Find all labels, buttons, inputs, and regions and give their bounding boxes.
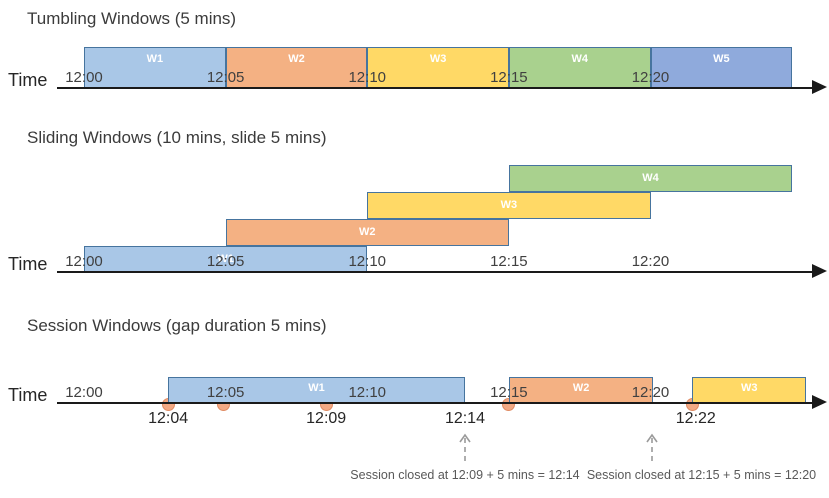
- window-label-tumbling-w2: W2: [288, 53, 305, 65]
- tick-label-sliding: 12:00: [65, 253, 103, 270]
- tumbling-axis-arrow-icon: [812, 80, 827, 94]
- session-closed-annotation-1: Session closed at 12:09 + 5 mins = 12:14: [350, 468, 580, 482]
- window-label-tumbling-w5: W5: [713, 53, 730, 65]
- tumbling-window-w1: [84, 47, 226, 88]
- tumbling-window-w2: [225, 47, 368, 88]
- sliding-axis: [57, 271, 812, 273]
- tick-label-sliding: 12:15: [490, 253, 528, 270]
- window-label-tumbling-w1: W1: [146, 53, 164, 65]
- tick-label-session: 12:20: [631, 384, 670, 401]
- tick-label-tumbling: 12:15: [490, 69, 528, 86]
- event-time-label: 12:04: [148, 410, 189, 427]
- tumbling-window-w5: [650, 47, 793, 88]
- window-label-tumbling-w4: W4: [571, 53, 588, 65]
- window-label-session-w2: W2: [572, 382, 590, 394]
- window-label-sliding-w2: W2: [359, 226, 376, 238]
- axis-label-tumbling: Time: [8, 70, 48, 90]
- event-time-label: 12:09: [306, 410, 347, 427]
- event-time-label: 12:22: [675, 410, 716, 427]
- section-title-sliding: Sliding Windows (10 mins, slide 5 mins): [27, 128, 327, 147]
- tick-label-tumbling: 12:05: [206, 69, 245, 86]
- tumbling-axis: [57, 87, 812, 89]
- tumbling-window-w3: [367, 47, 509, 88]
- tick-label-sliding: 12:10: [348, 253, 387, 270]
- session-axis: [57, 402, 812, 404]
- session-axis-arrow-icon: [812, 395, 827, 409]
- tick-label-sliding: 12:20: [631, 253, 670, 270]
- tick-label-tumbling: 12:20: [631, 69, 670, 86]
- annotation-arrow-icon: [645, 431, 659, 463]
- axis-label-sliding: Time: [8, 254, 48, 274]
- sliding-window-w4: [508, 165, 793, 192]
- axis-label-session: Time: [8, 385, 48, 405]
- window-label-sliding-w3: W3: [500, 199, 518, 211]
- window-label-session-w1: W1: [308, 382, 325, 394]
- tumbling-window-w4: [508, 47, 651, 88]
- tick-label-session: 12:15: [490, 384, 528, 401]
- window-label-sliding-w4: W4: [642, 172, 659, 184]
- tick-label-tumbling: 12:10: [348, 69, 387, 86]
- session-window-w3: [692, 377, 807, 403]
- sliding-axis-arrow-icon: [812, 264, 827, 278]
- tick-label-session: 12:10: [348, 384, 387, 401]
- event-time-label: 12:14: [444, 410, 485, 427]
- session-closed-annotation-2: Session closed at 12:15 + 5 mins = 12:20: [586, 468, 817, 482]
- window-label-sliding-w1: W1: [217, 253, 234, 265]
- tick-label-session: 12:00: [65, 384, 103, 401]
- tick-label-tumbling: 12:00: [65, 69, 103, 86]
- tick-label-session: 12:05: [206, 384, 245, 401]
- window-label-tumbling-w3: W3: [429, 53, 447, 65]
- section-title-tumbling: Tumbling Windows (5 mins): [27, 9, 237, 28]
- sliding-window-w3: [367, 192, 651, 219]
- annotation-arrow-icon: [458, 431, 472, 463]
- section-title-session: Session Windows (gap duration 5 mins): [27, 316, 327, 335]
- sliding-window-w2: [225, 219, 509, 246]
- tick-label-sliding: 12:05: [206, 253, 245, 270]
- window-label-session-w3: W3: [740, 382, 758, 394]
- session-window-w1: [168, 377, 465, 403]
